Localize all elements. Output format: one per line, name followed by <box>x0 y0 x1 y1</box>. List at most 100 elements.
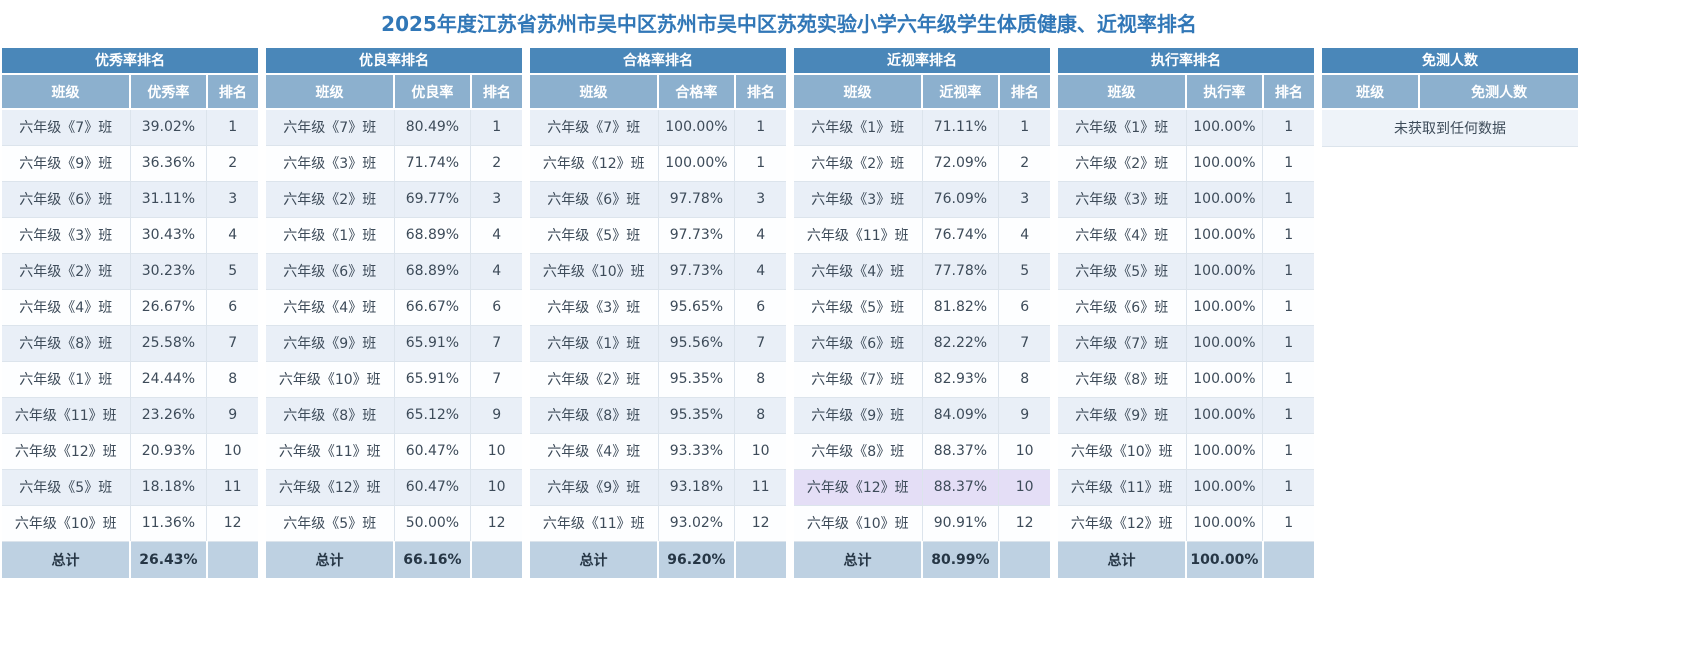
table-row[interactable]: 六年级《4》班 93.33% 10 <box>530 433 786 470</box>
table-row[interactable]: 六年级《5》班 100.00% 1 <box>1058 253 1314 290</box>
class-cell: 六年级《7》班 <box>530 109 659 146</box>
table-row[interactable]: 六年级《2》班 95.35% 8 <box>530 361 786 398</box>
table-row[interactable]: 六年级《6》班 31.11% 3 <box>2 181 258 218</box>
table-row[interactable]: 六年级《9》班 84.09% 9 <box>794 397 1050 434</box>
table-row[interactable]: 六年级《5》班 18.18% 11 <box>2 469 258 506</box>
rate-cell: 30.43% <box>130 217 208 254</box>
table-myopia-rate: 近视率排名 班级 近视率 排名 六年级《1》班 71.11% 1 六年级《2》班 72.09% 2… <box>794 48 1050 578</box>
table-row[interactable]: 六年级《6》班 97.78% 3 <box>530 181 786 218</box>
table-title-bar: 近视率排名 <box>794 48 1050 75</box>
table-row[interactable]: 六年级《7》班 80.49% 1 <box>266 109 522 146</box>
table-row[interactable]: 六年级《3》班 71.74% 2 <box>266 145 522 182</box>
column-header: 优良率 <box>394 75 472 110</box>
table-row[interactable]: 六年级《12》班 20.93% 10 <box>2 433 258 470</box>
total-empty-cell <box>998 541 1050 578</box>
class-cell: 六年级《6》班 <box>2 181 131 218</box>
table-row[interactable]: 六年级《9》班 100.00% 1 <box>1058 397 1314 434</box>
table-row[interactable]: 六年级《12》班 100.00% 1 <box>1058 505 1314 542</box>
table-row[interactable]: 六年级《4》班 26.67% 6 <box>2 289 258 326</box>
table-row[interactable]: 六年级《6》班 68.89% 4 <box>266 253 522 290</box>
table-row[interactable]: 六年级《8》班 100.00% 1 <box>1058 361 1314 398</box>
table-row[interactable]: 六年级《5》班 97.73% 4 <box>530 217 786 254</box>
table-row[interactable]: 六年级《12》班 100.00% 1 <box>530 145 786 182</box>
table-excellent-rate: 优秀率排名 班级 优秀率 排名 六年级《7》班 39.02% 1 六年级《9》班 36.36% 2… <box>2 48 258 578</box>
rank-cell: 10 <box>998 433 1050 470</box>
class-cell: 六年级《6》班 <box>1058 289 1187 326</box>
class-cell: 六年级《5》班 <box>2 469 131 506</box>
table-row[interactable]: 六年级《9》班 93.18% 11 <box>530 469 786 506</box>
total-label-cell: 总计 <box>530 541 659 578</box>
rate-cell: 100.00% <box>1186 397 1264 434</box>
table-row[interactable]: 六年级《10》班 100.00% 1 <box>1058 433 1314 470</box>
rate-cell: 60.47% <box>394 469 472 506</box>
total-value-cell: 100.00% <box>1186 541 1264 578</box>
column-header: 执行率 <box>1186 75 1264 110</box>
table-row[interactable]: 六年级《7》班 100.00% 1 <box>1058 325 1314 362</box>
table-row[interactable]: 六年级《11》班 60.47% 10 <box>266 433 522 470</box>
table-row[interactable]: 六年级《8》班 25.58% 7 <box>2 325 258 362</box>
column-header: 优秀率 <box>130 75 208 110</box>
rank-cell: 1 <box>1262 217 1314 254</box>
class-cell: 六年级《3》班 <box>794 181 923 218</box>
class-cell: 六年级《4》班 <box>2 289 131 326</box>
table-row[interactable]: 六年级《10》班 11.36% 12 <box>2 505 258 542</box>
total-value-cell: 26.43% <box>130 541 208 578</box>
table-row[interactable]: 六年级《11》班 76.74% 4 <box>794 217 1050 254</box>
table-row[interactable]: 六年级《6》班 100.00% 1 <box>1058 289 1314 326</box>
table-row[interactable]: 六年级《4》班 66.67% 6 <box>266 289 522 326</box>
table-row[interactable]: 六年级《1》班 71.11% 1 <box>794 109 1050 146</box>
table-row[interactable]: 六年级《7》班 82.93% 8 <box>794 361 1050 398</box>
class-cell: 六年级《12》班 <box>794 469 923 506</box>
table-row[interactable]: 六年级《11》班 93.02% 12 <box>530 505 786 542</box>
rate-cell: 100.00% <box>1186 145 1264 182</box>
table-row[interactable]: 六年级《5》班 50.00% 12 <box>266 505 522 542</box>
table-row[interactable]: 六年级《2》班 72.09% 2 <box>794 145 1050 182</box>
table-row[interactable]: 六年级《11》班 23.26% 9 <box>2 397 258 434</box>
rate-cell: 30.23% <box>130 253 208 290</box>
table-row[interactable]: 六年级《1》班 95.56% 7 <box>530 325 786 362</box>
table-row[interactable]: 六年级《6》班 82.22% 7 <box>794 325 1050 362</box>
rank-cell: 12 <box>734 505 786 542</box>
table-row[interactable]: 六年级《3》班 100.00% 1 <box>1058 181 1314 218</box>
rate-cell: 100.00% <box>1186 469 1264 506</box>
table-row[interactable]: 六年级《9》班 65.91% 7 <box>266 325 522 362</box>
class-cell: 六年级《11》班 <box>2 397 131 434</box>
rate-cell: 25.58% <box>130 325 208 362</box>
rate-cell: 93.18% <box>658 469 736 506</box>
table-row[interactable]: 六年级《11》班 100.00% 1 <box>1058 469 1314 506</box>
table-row[interactable]: 六年级《2》班 69.77% 3 <box>266 181 522 218</box>
table-row[interactable]: 六年级《7》班 39.02% 1 <box>2 109 258 146</box>
table-row[interactable]: 六年级《10》班 90.91% 12 <box>794 505 1050 542</box>
table-pass-rate: 合格率排名 班级 合格率 排名 六年级《7》班 100.00% 1 六年级《12》班 100.0… <box>530 48 786 578</box>
class-cell: 六年级《4》班 <box>530 433 659 470</box>
table-row[interactable]: 六年级《8》班 95.35% 8 <box>530 397 786 434</box>
rate-cell: 82.93% <box>922 361 1000 398</box>
table-row[interactable]: 六年级《2》班 100.00% 1 <box>1058 145 1314 182</box>
table-row[interactable]: 六年级《7》班 100.00% 1 <box>530 109 786 146</box>
table-row[interactable]: 六年级《12》班 60.47% 10 <box>266 469 522 506</box>
class-cell: 六年级《12》班 <box>530 145 659 182</box>
class-cell: 六年级《8》班 <box>530 397 659 434</box>
table-row[interactable]: 六年级《3》班 95.65% 6 <box>530 289 786 326</box>
table-row[interactable]: 六年级《1》班 24.44% 8 <box>2 361 258 398</box>
rank-cell: 1 <box>998 109 1050 146</box>
rank-cell: 2 <box>470 145 522 182</box>
table-row[interactable]: 六年级《1》班 100.00% 1 <box>1058 109 1314 146</box>
table-row[interactable]: 六年级《10》班 65.91% 7 <box>266 361 522 398</box>
table-row[interactable]: 六年级《10》班 97.73% 4 <box>530 253 786 290</box>
rate-cell: 84.09% <box>922 397 1000 434</box>
rank-cell: 6 <box>470 289 522 326</box>
table-row[interactable]: 六年级《3》班 76.09% 3 <box>794 181 1050 218</box>
table-row[interactable]: 六年级《8》班 88.37% 10 <box>794 433 1050 470</box>
rank-cell: 1 <box>734 109 786 146</box>
table-row[interactable]: 六年级《12》班 88.37% 10 <box>794 469 1050 506</box>
table-row[interactable]: 六年级《4》班 77.78% 5 <box>794 253 1050 290</box>
table-row[interactable]: 六年级《9》班 36.36% 2 <box>2 145 258 182</box>
table-row[interactable]: 六年级《1》班 68.89% 4 <box>266 217 522 254</box>
table-row[interactable]: 六年级《4》班 100.00% 1 <box>1058 217 1314 254</box>
table-row[interactable]: 六年级《5》班 81.82% 6 <box>794 289 1050 326</box>
table-row[interactable]: 六年级《8》班 65.12% 9 <box>266 397 522 434</box>
table-row[interactable]: 六年级《2》班 30.23% 5 <box>2 253 258 290</box>
class-cell: 六年级《11》班 <box>1058 469 1187 506</box>
table-row[interactable]: 六年级《3》班 30.43% 4 <box>2 217 258 254</box>
